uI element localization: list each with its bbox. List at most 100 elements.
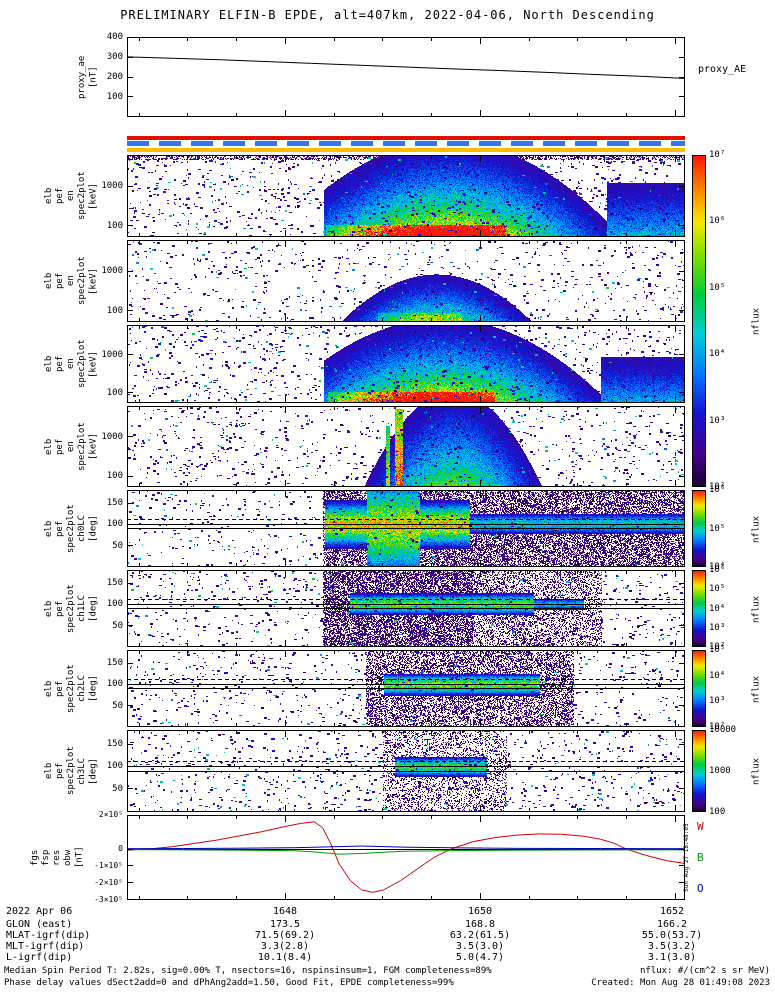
colorbar-tick-label: 10000 — [709, 725, 737, 735]
y-tick-label: 100 — [106, 599, 123, 610]
colorbar-canvas-0 — [692, 155, 706, 487]
panel-ylabel-word: spec2plot — [66, 584, 76, 633]
footer-note-phase-delay: Phase delay values dSect2add=0 and dPhAn… — [4, 978, 454, 988]
colorbar-tick-label: 10³ — [709, 696, 726, 707]
panel-ylabel-word: pef — [55, 272, 65, 290]
colorbar-canvas-1 — [692, 490, 706, 567]
panel-ylabel-word: elb — [44, 762, 54, 780]
colorbar-axis-label: nflux — [751, 674, 762, 703]
y-tick-label: -2×10⁵ — [94, 878, 123, 887]
panel-ylabel-word: pef — [55, 520, 65, 537]
panel-ylabel-word: spec2plot — [66, 664, 76, 713]
panel-ylabel-word: pef — [55, 355, 65, 373]
panel-ylabel-word: pef — [55, 600, 65, 617]
panel-ylabel-word: pef — [55, 762, 65, 780]
fgm-series-label-B: B — [697, 851, 704, 864]
panel-canvas-fgm — [127, 815, 685, 900]
y-tick-label: 1000 — [101, 266, 123, 277]
colorbar-canvas-2 — [692, 570, 706, 647]
footer-row-value: 71.5(69.2) — [254, 930, 316, 941]
footer-note-spin-period: Median Spin Period T: 2.82s, sig=0.00% T… — [4, 966, 492, 976]
footer-row-value: 3.5(3.2) — [647, 941, 697, 952]
y-tick-label: 400 — [106, 32, 123, 42]
footer-row-value: 10.1(8.4) — [257, 952, 313, 963]
footer-row-value: 3.1(3.0) — [647, 952, 697, 963]
footer-row-value: 55.0(53.7) — [641, 930, 703, 941]
proxy-ae-right-label: proxy_AE — [698, 64, 747, 75]
colorbar-axis-label: nflux — [751, 307, 762, 335]
colorbar-tick-label: 1000 — [709, 766, 731, 776]
colorbar-tick-label: 10⁴ — [709, 603, 726, 614]
panel-ylabel-word: fsp — [41, 849, 51, 866]
colorbar-tick-label: 10⁴ — [709, 670, 726, 681]
availability-bar-yellow — [127, 148, 685, 152]
availability-bar-blue-dashes — [127, 141, 685, 146]
y-tick-label: 100 — [106, 471, 123, 482]
y-tick-label: 150 — [106, 738, 123, 749]
colorbar-tick-label: 10⁶ — [709, 485, 726, 495]
panel-canvas-en_spec_3 — [127, 325, 685, 403]
y-tick-label: 50 — [112, 620, 123, 631]
footer-row-label: MLAT-igrf(dip) — [6, 930, 91, 941]
colorbar-canvas-3 — [692, 650, 706, 727]
panel-ylabel-word: en — [66, 358, 76, 370]
panel-ylabel-word: obw — [63, 849, 73, 866]
y-tick-label: 150 — [106, 497, 123, 508]
y-tick-label: 100 — [106, 92, 123, 102]
y-tick-label: -3×10⁵ — [94, 895, 123, 904]
panel-ylabel-word: en — [66, 441, 76, 452]
panel-canvas-pa_spec_ch0LC — [127, 490, 685, 567]
colorbar-tick-label: 10⁵ — [709, 282, 726, 293]
panel-ylabel-word: fgs — [30, 849, 40, 866]
colorbar-canvas-4 — [692, 730, 706, 812]
footer-row-value: 3.5(3.0) — [455, 941, 505, 952]
panel-ylabel-word: elb — [44, 600, 54, 617]
y-tick-label: 1000 — [101, 349, 123, 360]
footer-row-value: 173.5 — [269, 919, 301, 930]
y-tick-label: 100 — [106, 679, 123, 690]
panel-ylabel-word: pef — [55, 680, 65, 697]
footer-row-label: MLT-igrf(dip) — [6, 941, 85, 952]
y-tick-label: 100 — [106, 387, 123, 398]
created-timestamp: Created: Mon Aug 28 01:49:08 2023 — [591, 978, 770, 988]
colorbar-tick-label: 10⁷ — [709, 150, 726, 160]
y-tick-label: 150 — [106, 577, 123, 588]
colorbar-tick-label: 10⁶ — [709, 565, 726, 575]
footer-row-value: 1648 — [272, 906, 298, 917]
panel-ylabel-word: elb — [44, 272, 54, 290]
y-tick-label: 100 — [106, 519, 123, 530]
y-tick-label: 1000 — [101, 431, 123, 442]
footer-row-value: 1650 — [467, 906, 493, 917]
panel-canvas-pa_spec_ch2LC — [127, 650, 685, 727]
footer-row-value: 5.0(4.7) — [455, 952, 505, 963]
colorbar-tick-label: 10⁵ — [709, 584, 726, 595]
side-timestamp: Sun Aug 27 18:48:05 — [683, 823, 690, 893]
availability-bar-red — [127, 136, 685, 140]
colorbar-tick-label: 10² — [709, 722, 726, 732]
panel-ylabel-word: elb — [44, 680, 54, 697]
y-tick-label: 1000 — [101, 181, 123, 192]
panel-canvas-en_spec_4 — [127, 406, 685, 487]
panel-canvas-en_spec_2 — [127, 240, 685, 322]
y-tick-label: 50 — [112, 540, 123, 551]
footer-row-value: 63.2(61.5) — [449, 930, 511, 941]
footer-row-value: 1652 — [659, 906, 685, 917]
footer-row-label: L-igrf(dip) — [6, 952, 73, 963]
footer-row-value: 3.3(2.8) — [260, 941, 310, 952]
fgm-series-label-O: O — [697, 882, 704, 895]
colorbar-tick-label: 10⁶ — [709, 216, 726, 227]
colorbar-axis-label: nflux — [751, 757, 762, 785]
colorbar-tick-label: 100 — [709, 807, 726, 817]
y-tick-label: -1×10⁵ — [94, 861, 123, 870]
colorbar-tick-label: 10² — [709, 642, 726, 652]
y-tick-label: 300 — [106, 52, 123, 62]
colorbar-axis-label: nflux — [751, 514, 762, 543]
panel-ylabel-word: en — [66, 275, 76, 287]
panel-ylabel-word: elb — [44, 438, 54, 455]
y-tick-label: 100 — [106, 761, 123, 772]
colorbar-tick-label: 10³ — [709, 622, 726, 633]
colorbar-tick-label: 10⁵ — [709, 645, 726, 655]
y-tick-label: 50 — [112, 700, 123, 711]
footer-row-label: GLON (east) — [6, 919, 73, 930]
y-tick-label: 100 — [106, 221, 123, 232]
